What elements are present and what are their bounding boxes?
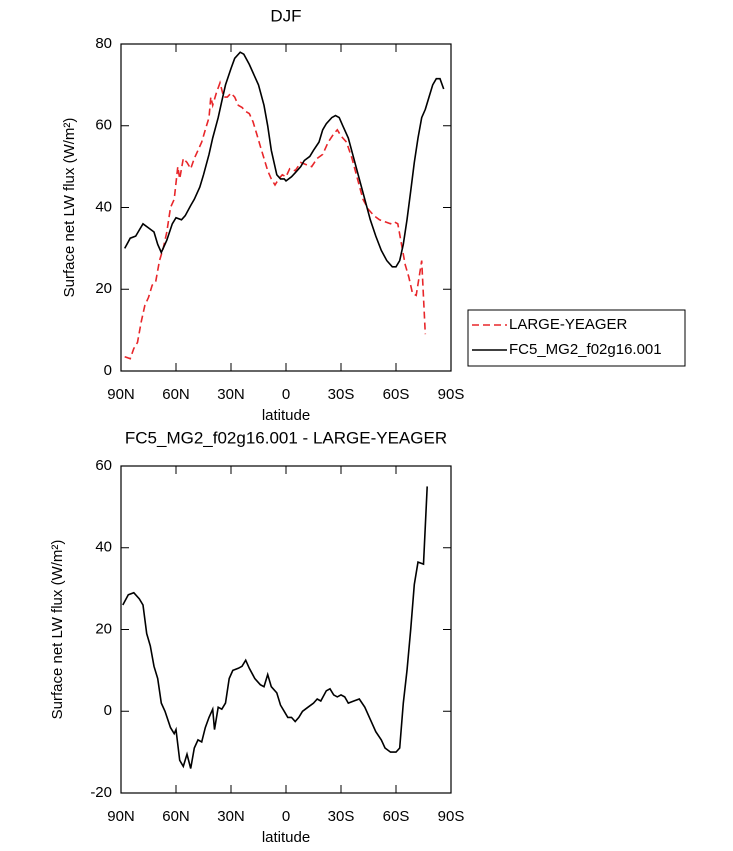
legend-label: LARGE-YEAGER bbox=[509, 316, 628, 333]
legend-box bbox=[467, 309, 686, 367]
x-tick-label: 30N bbox=[217, 386, 245, 403]
x-axis-label: latitude bbox=[262, 407, 310, 424]
x-tick-label: 90N bbox=[107, 808, 135, 825]
x-tick-label: 60N bbox=[162, 386, 190, 403]
y-axis-label: Surface net LW flux (W/m²) bbox=[49, 540, 66, 720]
x-tick-label: 30S bbox=[328, 808, 355, 825]
y-tick-label: 0 bbox=[104, 362, 112, 379]
y-axis-label: Surface net LW flux (W/m²) bbox=[61, 118, 78, 298]
y-tick-label: -20 bbox=[90, 784, 112, 801]
x-tick-label: 60S bbox=[383, 386, 410, 403]
x-tick-label: 0 bbox=[282, 386, 290, 403]
y-tick-label: 40 bbox=[95, 198, 112, 215]
x-tick-label: 60N bbox=[162, 808, 190, 825]
data-line bbox=[124, 80, 427, 360]
x-axis-label: latitude bbox=[262, 829, 310, 846]
y-tick-label: 20 bbox=[95, 620, 112, 637]
y-tick-label: 20 bbox=[95, 280, 112, 297]
data-line bbox=[123, 51, 445, 268]
y-tick-label: 60 bbox=[95, 457, 112, 474]
x-tick-label: 30S bbox=[328, 386, 355, 403]
chart-title: DJF bbox=[270, 6, 301, 25]
plot-frame bbox=[120, 43, 452, 372]
x-tick-label: 90S bbox=[438, 386, 465, 403]
y-tick-label: 40 bbox=[95, 539, 112, 556]
y-tick-label: 0 bbox=[104, 702, 112, 719]
chart-title: FC5_MG2_f02g16.001 - LARGE-YEAGER bbox=[125, 428, 447, 447]
y-tick-label: 80 bbox=[95, 35, 112, 52]
data-line bbox=[122, 486, 428, 769]
x-tick-label: 0 bbox=[282, 808, 290, 825]
plot-frame bbox=[120, 465, 452, 794]
x-tick-label: 60S bbox=[383, 808, 410, 825]
x-tick-label: 90N bbox=[107, 386, 135, 403]
x-tick-label: 30N bbox=[217, 808, 245, 825]
y-tick-label: 60 bbox=[95, 117, 112, 134]
x-tick-label: 90S bbox=[438, 808, 465, 825]
legend-label: FC5_MG2_f02g16.001 bbox=[509, 341, 662, 358]
